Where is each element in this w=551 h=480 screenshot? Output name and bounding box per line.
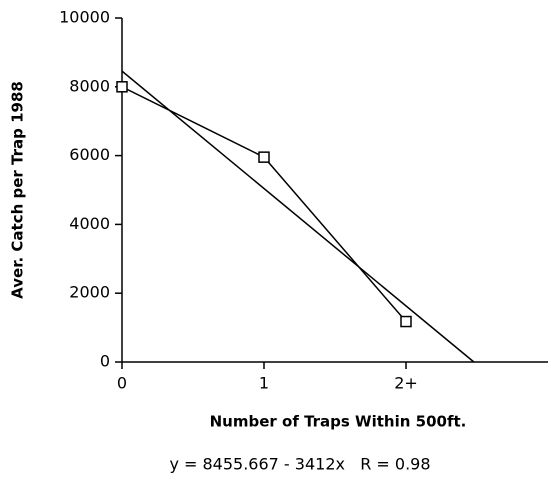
series-line	[121, 70, 475, 363]
marker	[116, 81, 128, 93]
series-line	[121, 86, 407, 323]
x-axis-label: Number of Traps Within 500ft.	[210, 413, 467, 431]
x-tick-label: 0	[117, 374, 127, 393]
marker	[258, 151, 270, 163]
marker	[400, 315, 412, 328]
x-tick-label: 1	[259, 374, 269, 393]
y-tick-label: 10000	[59, 8, 110, 27]
y-axis-label: Aver. Catch per Trap 1988	[9, 81, 27, 299]
y-tick-label: 8000	[69, 76, 110, 95]
y-tick-label: 0	[100, 352, 110, 371]
y-tick-label: 4000	[69, 214, 110, 233]
x-tick-label: 2+	[394, 374, 418, 393]
annotation: y = 8455.667 - 3412x R = 0.98	[169, 455, 430, 474]
y-tick-label: 2000	[69, 283, 110, 302]
y-tick-label: 6000	[69, 145, 110, 164]
